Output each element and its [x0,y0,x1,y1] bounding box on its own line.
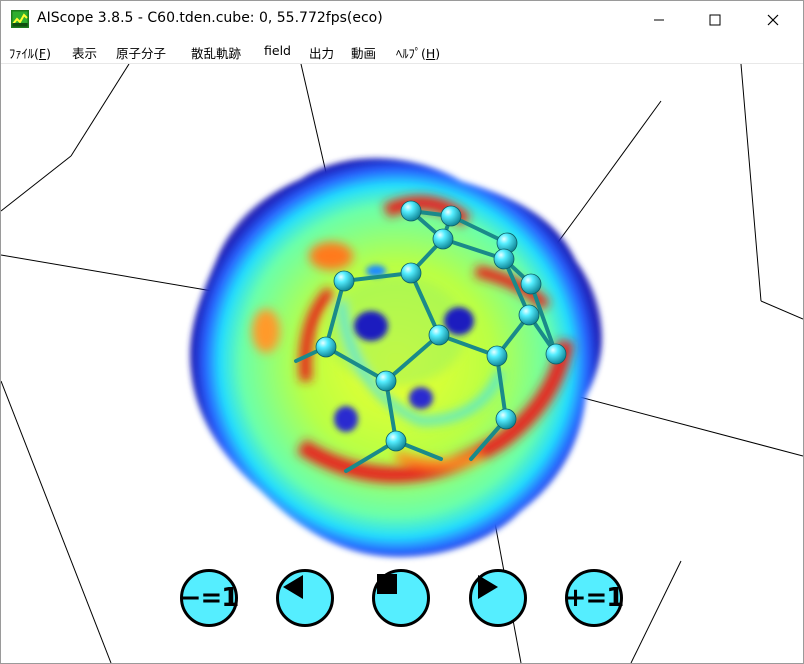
close-button[interactable] [745,1,801,39]
play-button[interactable] [469,569,527,627]
menu-help-label: ﾍﾙﾌﾟ( [396,46,426,61]
menu-help-paren: ) [435,46,441,61]
scene-canvas [1,64,803,663]
atom [486,345,508,367]
atom [400,200,422,222]
menu-field[interactable]: field [264,43,291,58]
close-icon [767,14,779,26]
app-icon [11,10,29,28]
triangle-left-icon [283,575,303,599]
menu-output[interactable]: 出力 [309,46,335,61]
atom [518,304,540,326]
maximize-icon [709,14,721,26]
menu-file-label: ﾌｧｲﾙ( [9,46,39,61]
atom [375,370,397,392]
menu-molecule[interactable]: 原子分子 [116,46,167,61]
atom [495,408,517,430]
menu-bar: ﾌｧｲﾙ(F) 表示 原子分子 散乱軌跡 field 出力 動画 ﾍﾙﾌﾟ(H) [1,39,803,64]
window-title: AIScope 3.8.5 - C60.tden.cube: 0, 55.772… [37,10,383,26]
atom [428,324,450,346]
density-minima [334,265,474,432]
menu-help-accel: H [425,46,436,61]
atom [385,430,407,452]
atom [432,228,454,250]
render-viewport[interactable]: −=1 +=1 [1,64,803,663]
atom [545,343,567,365]
increment-label: +=1 [564,583,625,613]
previous-frame-button[interactable] [276,569,334,627]
decrement-label: −=1 [179,583,240,613]
density-isosurface [190,158,603,557]
menu-video[interactable]: 動画 [351,46,377,61]
minimize-button[interactable] [631,1,687,39]
maximize-button[interactable] [687,1,743,39]
atom [400,262,422,284]
menu-view[interactable]: 表示 [72,46,98,61]
molecule-atoms [315,200,567,452]
stop-button[interactable] [372,569,430,627]
atom [440,205,462,227]
square-stop-icon [377,574,397,594]
atom [520,273,542,295]
increment-button[interactable]: +=1 [564,569,625,627]
menu-file-accel: F [38,46,47,61]
triangle-right-icon [478,575,498,599]
menu-scatter[interactable]: 散乱軌跡 [191,46,242,61]
title-bar[interactable]: AIScope 3.8.5 - C60.tden.cube: 0, 55.772… [1,1,803,39]
atom [493,248,515,270]
minimize-icon [654,19,664,21]
atom [333,270,355,292]
menu-file-paren: ) [46,46,51,61]
decrement-button[interactable]: −=1 [179,569,240,627]
atom [315,336,337,358]
menu-help[interactable]: ﾍﾙﾌﾟ(H) [396,43,440,62]
menu-file[interactable]: ﾌｧｲﾙ(F) [9,43,51,62]
